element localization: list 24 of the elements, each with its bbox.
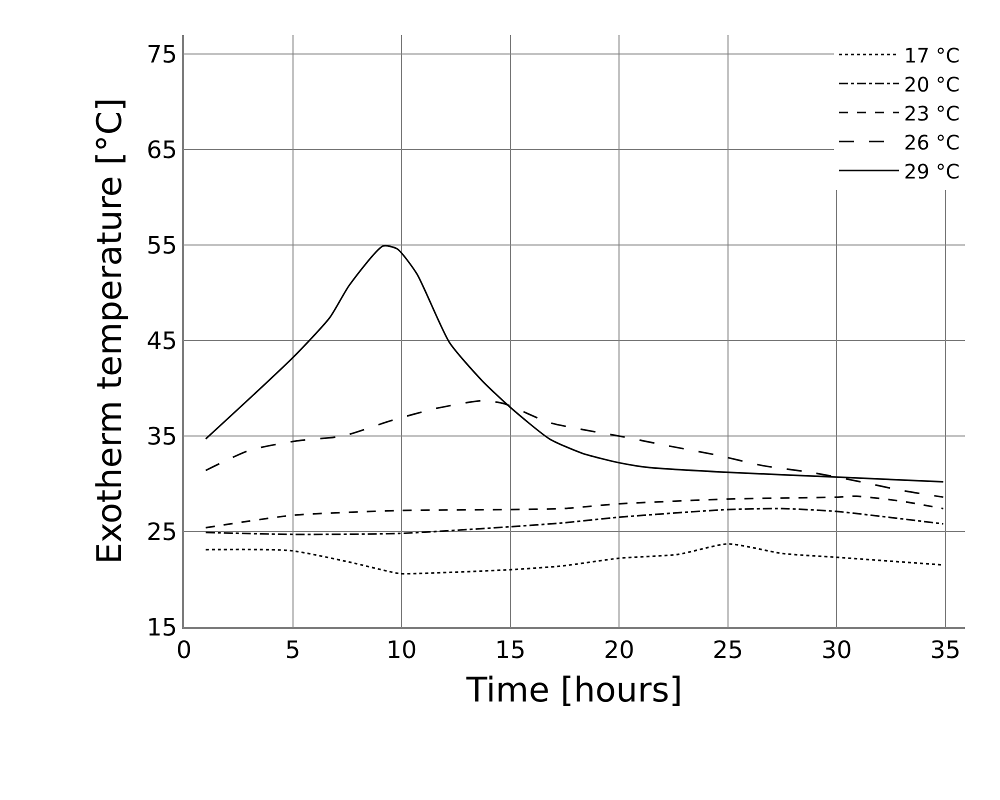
- y-tick-label: 35: [146, 422, 178, 450]
- x-tick-label: 5: [285, 636, 300, 664]
- y-tick-label: 75: [146, 40, 178, 68]
- legend-label: 26 °C: [904, 130, 960, 154]
- line-series: [204, 495, 944, 528]
- y-tick-label: 55: [146, 231, 178, 260]
- line-series: [204, 508, 944, 536]
- y-axis-title: Exotherm temperature [°C]: [90, 98, 130, 564]
- y-tick-label: 25: [146, 518, 178, 546]
- y-tick-label: 15: [146, 613, 178, 642]
- x-tick-label: 0: [176, 636, 192, 664]
- x-axis-title: Time [hours]: [465, 670, 683, 711]
- x-tick-label: 25: [712, 636, 744, 664]
- legend-label: 17 °C: [904, 43, 960, 68]
- x-tick-label: 20: [604, 636, 634, 664]
- legend-label: 29 °C: [904, 159, 960, 184]
- x-tick-label: 35: [930, 636, 961, 664]
- x-tick-label: 10: [386, 636, 417, 664]
- x-tick-label: 30: [821, 636, 852, 664]
- legend-label: 23 °C: [904, 101, 960, 126]
- y-tick-label: 45: [146, 326, 178, 355]
- x-tick-label: 15: [495, 636, 526, 664]
- y-tick-label: 65: [146, 136, 178, 164]
- legend-label: 20 °C: [904, 72, 960, 96]
